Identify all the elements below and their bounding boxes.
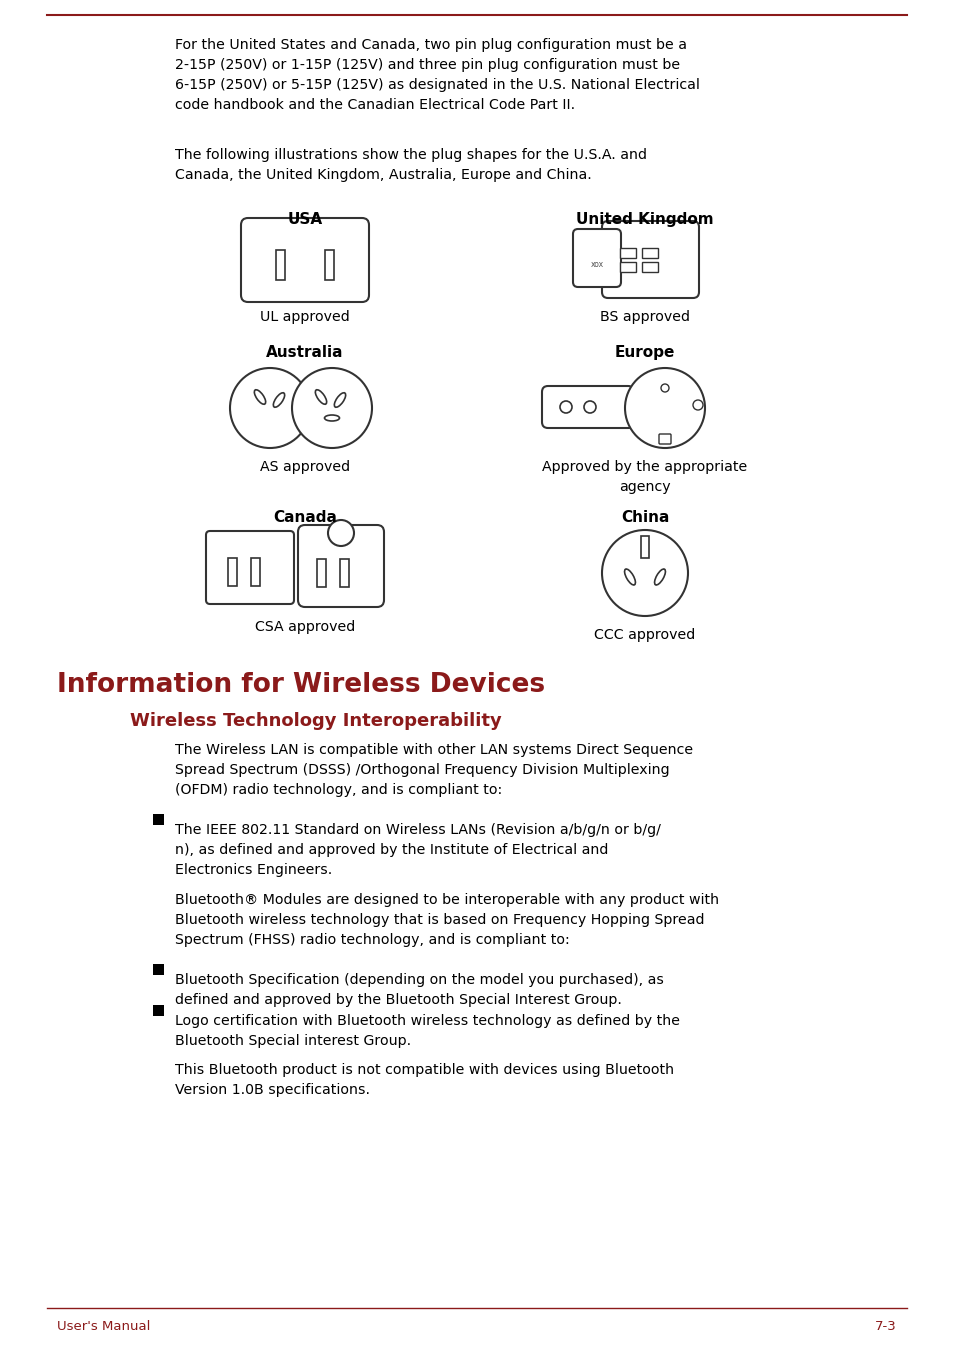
Bar [251, 558, 260, 586]
Text: Bluetooth® Modules are designed to be interoperable with any product with
Blueto: Bluetooth® Modules are designed to be in… [174, 893, 719, 947]
Text: China: China [620, 510, 668, 525]
Text: CSA approved: CSA approved [254, 620, 355, 633]
Text: The IEEE 802.11 Standard on Wireless LANs (Revision a/b/g/n or b/g/
n), as defin: The IEEE 802.11 Standard on Wireless LAN… [174, 823, 660, 877]
Circle shape [692, 399, 702, 410]
Text: AS approved: AS approved [259, 460, 350, 473]
Text: United Kingdom: United Kingdom [576, 213, 713, 227]
FancyBboxPatch shape [601, 221, 699, 299]
Bar [152, 1005, 164, 1015]
Bar [275, 250, 285, 280]
Circle shape [230, 369, 310, 448]
Text: The Wireless LAN is compatible with other LAN systems Direct Sequence
Spread Spe: The Wireless LAN is compatible with othe… [174, 742, 693, 798]
FancyBboxPatch shape [659, 434, 670, 444]
Bar [640, 537, 648, 558]
Text: Logo certification with Bluetooth wireless technology as defined by the
Bluetoot: Logo certification with Bluetooth wirele… [174, 1014, 679, 1048]
Text: Information for Wireless Devices: Information for Wireless Devices [57, 672, 544, 698]
Text: User's Manual: User's Manual [57, 1319, 151, 1333]
Circle shape [660, 385, 668, 391]
Text: UL approved: UL approved [260, 309, 350, 324]
Text: 7-3: 7-3 [874, 1319, 896, 1333]
Ellipse shape [324, 416, 339, 421]
FancyBboxPatch shape [241, 218, 369, 303]
Bar [228, 558, 236, 586]
Text: This Bluetooth product is not compatible with devices using Bluetooth
Version 1.: This Bluetooth product is not compatible… [174, 1063, 674, 1098]
Text: Approved by the appropriate
agency: Approved by the appropriate agency [542, 460, 747, 494]
Bar [325, 250, 334, 280]
Text: Wireless Technology Interoperability: Wireless Technology Interoperability [130, 712, 501, 730]
Circle shape [328, 521, 354, 546]
Text: Canada: Canada [273, 510, 336, 525]
Circle shape [559, 401, 572, 413]
Circle shape [292, 369, 372, 448]
Bar [641, 247, 658, 258]
Text: xox: xox [590, 260, 603, 269]
Bar [339, 560, 349, 586]
Text: BS approved: BS approved [599, 309, 689, 324]
Bar [152, 814, 164, 824]
Text: Australia: Australia [266, 346, 343, 360]
Circle shape [583, 401, 596, 413]
FancyBboxPatch shape [541, 386, 634, 428]
Bar [619, 247, 636, 258]
Ellipse shape [654, 569, 665, 585]
Bar [152, 964, 164, 975]
Text: For the United States and Canada, two pin plug configuration must be a
2-15P (25: For the United States and Canada, two pi… [174, 38, 700, 112]
Ellipse shape [274, 393, 284, 408]
Bar [641, 262, 658, 272]
Ellipse shape [334, 393, 345, 408]
Circle shape [624, 369, 704, 448]
Text: The following illustrations show the plug shapes for the U.S.A. and
Canada, the : The following illustrations show the plu… [174, 148, 646, 182]
FancyBboxPatch shape [206, 531, 294, 604]
Circle shape [601, 530, 687, 616]
Text: Bluetooth Specification (depending on the model you purchased), as
defined and a: Bluetooth Specification (depending on th… [174, 972, 663, 1007]
Bar [316, 560, 326, 586]
Ellipse shape [254, 390, 265, 405]
FancyBboxPatch shape [297, 525, 384, 607]
Text: CCC approved: CCC approved [594, 628, 695, 642]
Text: USA: USA [287, 213, 322, 227]
Ellipse shape [315, 390, 326, 405]
Ellipse shape [624, 569, 635, 585]
Bar [619, 262, 636, 272]
FancyBboxPatch shape [573, 229, 620, 286]
Text: Europe: Europe [614, 346, 675, 360]
